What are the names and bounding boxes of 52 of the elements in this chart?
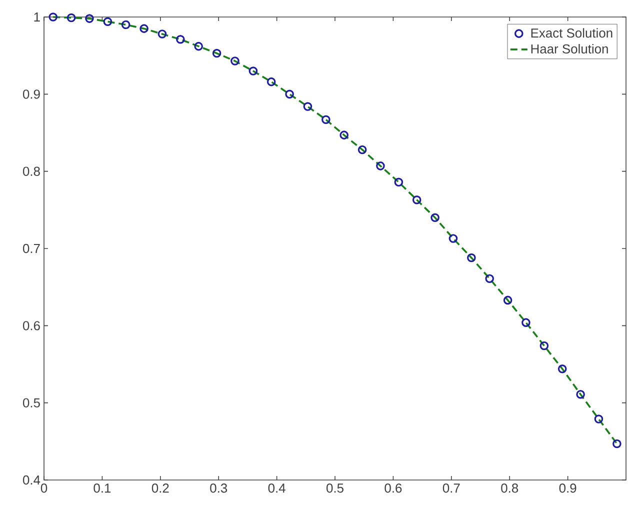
point (448, 234, 458, 243)
point (358, 145, 367, 154)
point (85, 14, 94, 23)
y-tick-label: 0.7 (22, 244, 40, 254)
x-tick-label: 0.2 (152, 484, 169, 493)
y-tick-label: 0.8 (22, 166, 40, 176)
point (394, 178, 404, 187)
point (158, 30, 167, 38)
point (322, 115, 330, 124)
x-tick-label: 0.3 (210, 484, 228, 493)
y-tick-label: 1 (34, 12, 40, 22)
y-tick-label: 0.5 (22, 398, 40, 408)
x-tick-label: 0 (40, 484, 48, 493)
point (303, 102, 312, 111)
point (248, 66, 258, 76)
point (412, 195, 422, 204)
point (467, 253, 476, 262)
x-tick-label: 0.5 (326, 484, 344, 493)
point (194, 42, 203, 51)
x-tick-label: 0.7 (442, 484, 460, 493)
point (121, 20, 130, 30)
point (48, 12, 58, 22)
y-tick-label: 0.9 (22, 90, 40, 99)
x-tick-label: 0.6 (384, 484, 402, 493)
point (285, 90, 294, 99)
point (485, 274, 494, 283)
x-tick-label: 0.4 (268, 484, 286, 493)
x-tick-label: 0.1 (94, 484, 111, 493)
x-tick-label: 0.8 (501, 484, 518, 493)
y-tick-label: 0.4 (22, 475, 40, 485)
point (340, 130, 348, 140)
line-series (52, 16, 618, 445)
point (230, 56, 240, 66)
point (503, 296, 512, 305)
point (266, 77, 276, 86)
point (558, 364, 567, 374)
y-tick-label: 0.6 (22, 321, 40, 330)
x-tick-label: 0.9 (559, 484, 576, 493)
legend-label: Haar Solution (531, 44, 608, 54)
point (212, 48, 222, 58)
point (140, 24, 148, 33)
point (612, 439, 622, 448)
point (376, 162, 385, 170)
point (540, 341, 549, 350)
point (176, 34, 185, 44)
point (576, 390, 585, 399)
point (522, 318, 530, 327)
legend-label: Exact Solution (531, 28, 612, 38)
point (594, 414, 604, 424)
point (430, 213, 440, 222)
point (103, 17, 112, 26)
point (66, 13, 76, 22)
